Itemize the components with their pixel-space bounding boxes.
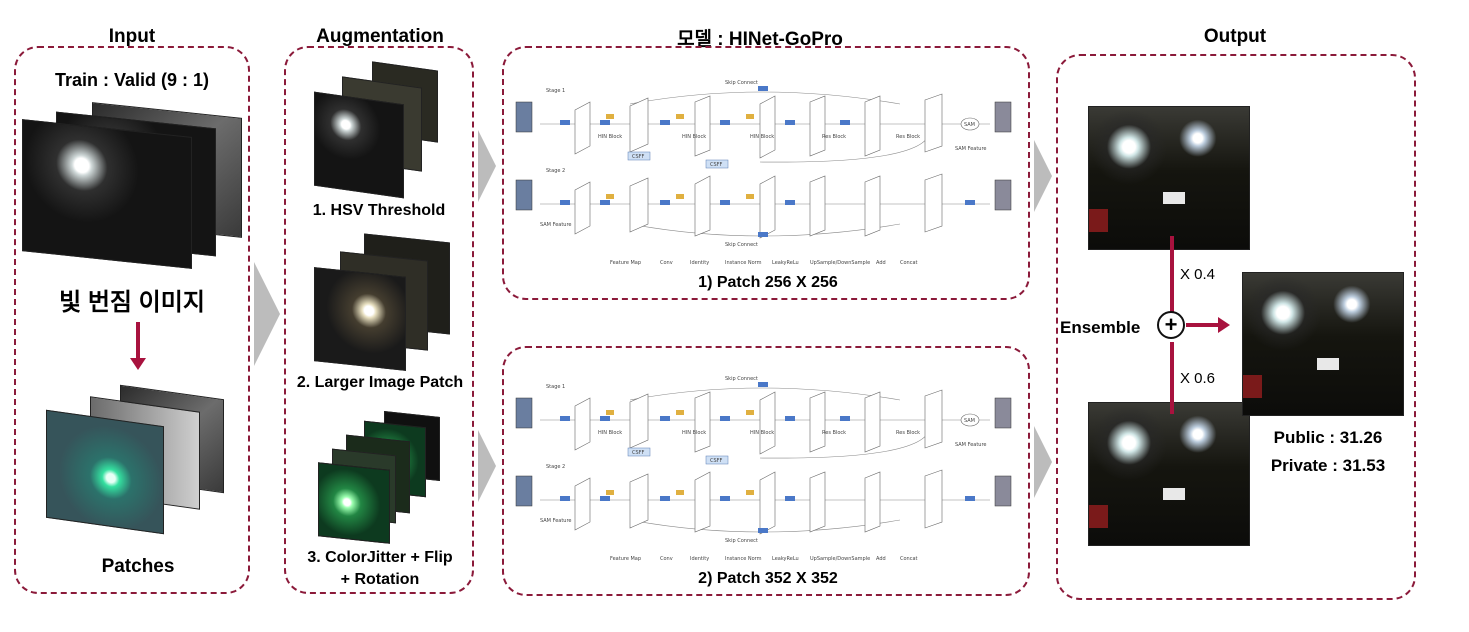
weight-0-6-label: X 0.6 <box>1180 370 1216 387</box>
input-down-arrow-head <box>130 358 146 370</box>
stage2-label-352: Stage 2 <box>546 464 565 470</box>
sam-feature-label-352: SAM Feature <box>955 442 986 448</box>
legend-concat-352: Concat <box>900 556 918 562</box>
augmentation-heading: Augmentation <box>316 26 444 47</box>
res-block-label-256-a: Res Block <box>822 134 846 140</box>
ensemble-label: Ensemble <box>1060 318 1141 337</box>
output-image-256 <box>1088 106 1250 250</box>
res-block-label-352-a: Res Block <box>822 430 846 436</box>
input-to-augmentation-arrow <box>254 262 280 366</box>
hin-block-label-256-c: HIN Block <box>750 134 774 140</box>
csff-label-256-b: CSFF <box>710 162 723 168</box>
colorjitter-front <box>318 462 390 544</box>
ensemble-to-result-line <box>1186 323 1220 327</box>
ensemble-to-result-arrowhead <box>1218 317 1230 333</box>
legend-upsample-256: UpSample/DownSample <box>810 260 870 266</box>
model-panel-256 <box>502 46 1030 300</box>
sam-label-256: SAM <box>964 122 975 128</box>
train-valid-split: Train : Valid (9 : 1) <box>54 70 210 90</box>
blur-image-label: 빛 번짐 이미지 <box>59 289 205 316</box>
patch-352-label: 2) Patch 352 X 352 <box>698 570 838 587</box>
larger-patch-front <box>314 267 406 371</box>
hin-block-label-256-a: HIN Block <box>598 134 622 140</box>
output-heading: Output <box>1203 26 1267 47</box>
ensemble-add-icon: + <box>1157 311 1185 339</box>
hin-block-label-352-c: HIN Block <box>750 430 774 436</box>
skip-connect-label-256-b: Skip Connect <box>725 242 758 248</box>
augmentation-to-model1-arrow <box>478 130 496 202</box>
legend-upsample-352: UpSample/DownSample <box>810 556 870 562</box>
model1-to-output-arrow <box>1034 140 1052 212</box>
legend-instance-norm-352: Instance Norm <box>725 556 762 562</box>
input-down-arrow-line <box>136 322 140 362</box>
legend-instance-norm-256: Instance Norm <box>725 260 762 266</box>
augmentation-panel <box>284 46 474 594</box>
hin-block-label-352-a: HIN Block <box>598 430 622 436</box>
patch-256-label: 1) Patch 256 X 256 <box>698 274 838 291</box>
sam-feature-label-352-b: SAM Feature <box>540 518 571 524</box>
legend-identity-352: Identity <box>690 556 709 562</box>
legend-identity-256: Identity <box>690 260 709 266</box>
stage1-label-256: Stage 1 <box>546 88 565 94</box>
skip-connect-label-352: Skip Connect <box>725 376 758 382</box>
hsv-threshold-label: 1. HSV Threshold <box>312 202 446 219</box>
hsv-image-front <box>314 91 404 199</box>
patches-label: Patches <box>101 556 175 577</box>
stage1-label-352: Stage 1 <box>546 384 565 390</box>
csff-label-256-a: CSFF <box>632 154 645 160</box>
legend-feature-map-256: Feature Map <box>610 260 641 266</box>
legend-conv-352: Conv <box>660 556 673 562</box>
input-heading: Input <box>108 26 156 47</box>
legend-feature-map-352: Feature Map <box>610 556 641 562</box>
hin-block-label-256-b: HIN Block <box>682 134 706 140</box>
colorjitter-label-line2: + Rotation <box>340 571 420 588</box>
input-image-front <box>22 119 192 269</box>
model-heading-prefix: 모델 <box>677 29 713 50</box>
ensemble-result-image <box>1242 272 1404 416</box>
res-block-label-256-b: Res Block <box>896 134 920 140</box>
hinet-architecture-256: Stage 1 Stage 2 HIN Block HIN Block HIN … <box>510 80 1022 270</box>
upper-ensemble-line <box>1170 236 1174 312</box>
legend-add-256: Add <box>876 260 886 266</box>
csff-label-352-a: CSFF <box>632 450 645 456</box>
model-panel-352 <box>502 346 1030 596</box>
legend-concat-256: Concat <box>900 260 918 266</box>
legend-leakyrelu-256: LeakyReLu <box>772 260 799 266</box>
legend-add-352: Add <box>876 556 886 562</box>
legend-conv-256: Conv <box>660 260 673 266</box>
stage2-label-256: Stage 2 <box>546 168 565 174</box>
colorjitter-label-line1: 3. ColorJitter + Flip <box>307 549 453 566</box>
hin-block-label-352-b: HIN Block <box>682 430 706 436</box>
public-score: Public : 31.26 <box>1273 428 1383 447</box>
lower-ensemble-line <box>1170 342 1174 414</box>
private-score: Private : 31.53 <box>1270 456 1386 475</box>
augmentation-to-model2-arrow <box>478 430 496 502</box>
skip-connect-label-256: Skip Connect <box>725 80 758 86</box>
larger-patch-label: 2. Larger Image Patch <box>296 374 464 391</box>
skip-connect-label-352-b: Skip Connect <box>725 538 758 544</box>
model2-to-output-arrow <box>1034 426 1052 498</box>
res-block-label-352-b: Res Block <box>896 430 920 436</box>
csff-label-352-b: CSFF <box>710 458 723 464</box>
hinet-architecture-352: Stage 1 Stage 2 HIN Block HIN Block HIN … <box>510 376 1022 566</box>
input-panel <box>14 46 250 594</box>
patch-image-front <box>46 409 164 535</box>
sam-feature-label-256-b: SAM Feature <box>540 222 571 228</box>
output-image-352 <box>1088 402 1250 546</box>
weight-0-4-label: X 0.4 <box>1180 266 1216 283</box>
sam-feature-label-256: SAM Feature <box>955 146 986 152</box>
model-heading-name: : HINet-GoPro <box>712 29 843 50</box>
hinet-diagram-256: Stage 1 Stage 2 HIN Block HIN Block HIN … <box>515 80 1012 266</box>
legend-leakyrelu-352: LeakyReLu <box>772 556 799 562</box>
hinet-diagram-352: Stage 1 Stage 2 HIN Block HIN Block HIN … <box>515 376 1012 562</box>
sam-label-352: SAM <box>964 418 975 424</box>
model-heading: 모델 : HINet-GoPro <box>640 24 880 51</box>
output-panel <box>1056 54 1416 600</box>
